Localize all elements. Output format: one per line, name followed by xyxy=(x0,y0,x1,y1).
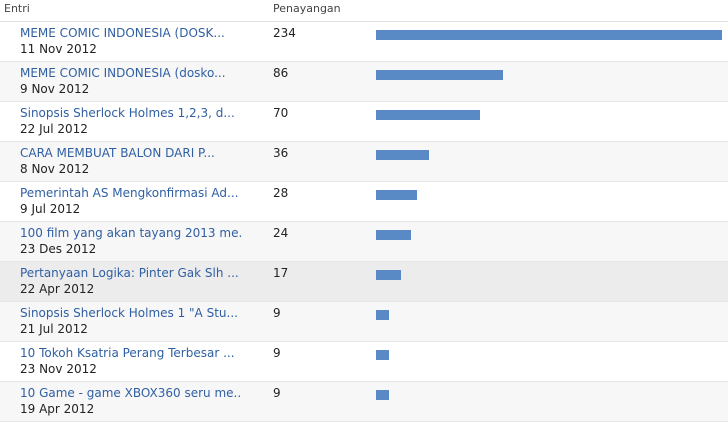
view-count: 24 xyxy=(273,226,289,240)
view-bar xyxy=(376,230,411,240)
post-date: 9 Jul 2012 xyxy=(20,202,81,216)
table-row: MEME COMIC INDONESIA (dosko... 9 Nov 201… xyxy=(0,62,728,102)
table-row: 10 Game - game XBOX360 seru me... 19 Apr… xyxy=(0,382,728,422)
table-row: Sinopsis Sherlock Holmes 1 "A Stu... 21 … xyxy=(0,302,728,342)
view-count: 17 xyxy=(273,266,289,280)
view-count: 36 xyxy=(273,146,289,160)
post-title-link[interactable]: CARA MEMBUAT BALON DARI P... xyxy=(20,146,215,160)
view-count: 28 xyxy=(273,186,289,200)
table-header: Entri Penayangan xyxy=(0,0,728,22)
post-date: 8 Nov 2012 xyxy=(20,162,90,176)
table-row: Pemerintah AS Mengkonfirmasi Ad... 9 Jul… xyxy=(0,182,728,222)
post-title-link[interactable]: MEME COMIC INDONESIA (dosko... xyxy=(20,66,226,80)
view-bar xyxy=(376,70,503,80)
table-row: CARA MEMBUAT BALON DARI P... 8 Nov 2012 … xyxy=(0,142,728,182)
table-row: Pertanyaan Logika: Pinter Gak Slh ... 22… xyxy=(0,262,728,302)
post-title-link[interactable]: 10 Tokoh Ksatria Perang Terbesar ... xyxy=(20,346,235,360)
table-row: 10 Tokoh Ksatria Perang Terbesar ... 23 … xyxy=(0,342,728,382)
post-title-link[interactable]: Sinopsis Sherlock Holmes 1 "A Stu... xyxy=(20,306,238,320)
view-count: 70 xyxy=(273,106,289,120)
column-header-views: Penayangan xyxy=(273,2,341,15)
view-count: 9 xyxy=(273,346,281,360)
view-count: 86 xyxy=(273,66,289,80)
view-bar xyxy=(376,150,429,160)
post-title-link[interactable]: MEME COMIC INDONESIA (DOSK... xyxy=(20,26,225,40)
post-date: 23 Nov 2012 xyxy=(20,362,97,376)
view-bar xyxy=(376,110,480,120)
post-title-link[interactable]: Pertanyaan Logika: Pinter Gak Slh ... xyxy=(20,266,239,280)
column-header-entri: Entri xyxy=(4,2,30,15)
view-bar xyxy=(376,30,722,40)
view-bar xyxy=(376,350,389,360)
post-title-link[interactable]: Pemerintah AS Mengkonfirmasi Ad... xyxy=(20,186,239,200)
post-title-link[interactable]: Sinopsis Sherlock Holmes 1,2,3, d... xyxy=(20,106,235,120)
table-row: 100 film yang akan tayang 2013 me... 23 … xyxy=(0,222,728,262)
post-date: 22 Jul 2012 xyxy=(20,122,88,136)
table-row: MEME COMIC INDONESIA (DOSK... 11 Nov 201… xyxy=(0,22,728,62)
post-date: 19 Apr 2012 xyxy=(20,402,95,416)
view-bar xyxy=(376,310,389,320)
view-count: 9 xyxy=(273,386,281,400)
post-date: 9 Nov 2012 xyxy=(20,82,90,96)
view-count: 9 xyxy=(273,306,281,320)
table-row: Sinopsis Sherlock Holmes 1,2,3, d... 22 … xyxy=(0,102,728,142)
view-bar xyxy=(376,190,417,200)
post-date: 11 Nov 2012 xyxy=(20,42,97,56)
post-date: 21 Jul 2012 xyxy=(20,322,88,336)
post-title-link[interactable]: 10 Game - game XBOX360 seru me... xyxy=(20,386,242,400)
view-count: 234 xyxy=(273,26,296,40)
table-body: MEME COMIC INDONESIA (DOSK... 11 Nov 201… xyxy=(0,22,728,422)
view-bar xyxy=(376,390,389,400)
view-bar xyxy=(376,270,401,280)
post-date: 23 Des 2012 xyxy=(20,242,97,256)
post-title-link[interactable]: 100 film yang akan tayang 2013 me... xyxy=(20,226,242,240)
post-date: 22 Apr 2012 xyxy=(20,282,95,296)
